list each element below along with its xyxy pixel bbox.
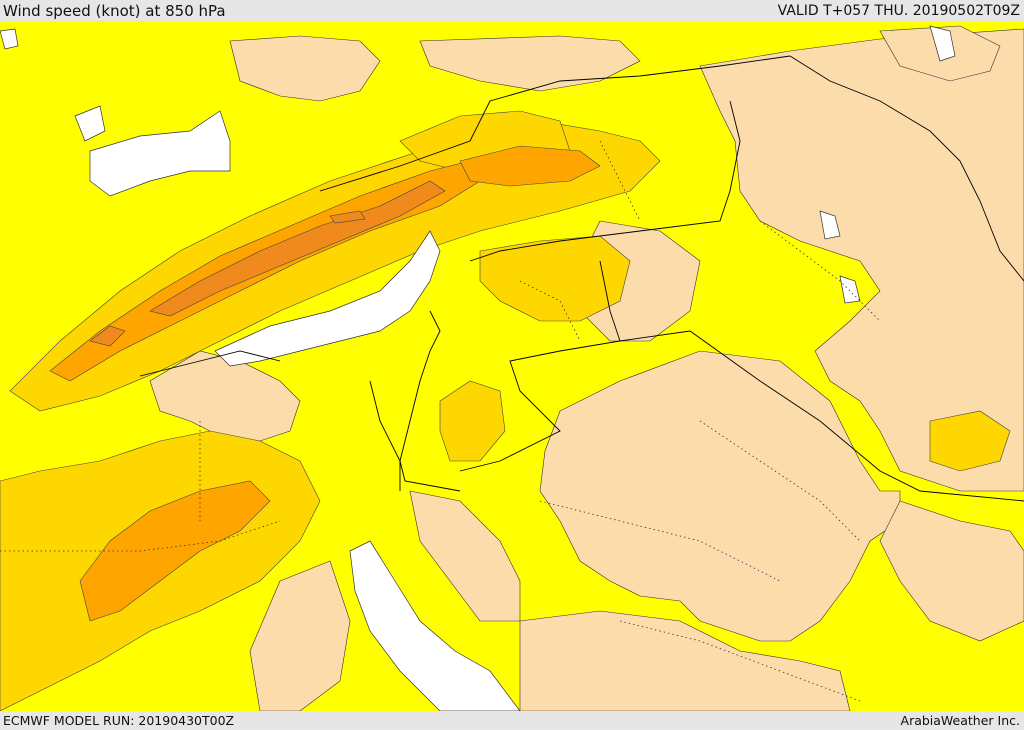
calm-sea: [0, 25, 956, 711]
map-title: Wind speed (knot) at 850 hPa: [3, 2, 226, 20]
map-footer: ECMWF MODEL RUN: 20190430T00Z ArabiaWeat…: [0, 711, 1024, 729]
valid-time: VALID T+057 THU. 20190502T09Z: [777, 3, 1020, 19]
model-run: ECMWF MODEL RUN: 20190430T00Z: [3, 713, 235, 728]
map-header: Wind speed (knot) at 850 hPa VALID T+057…: [0, 0, 1024, 21]
wind-top-cores: [89, 180, 446, 347]
map-canvas: [0, 21, 1024, 711]
calm-areas: [149, 25, 1024, 711]
wind-speed-map[interactable]: [0, 21, 1024, 711]
admin-boundaries: [0, 140, 881, 702]
credit: ArabiaWeather Inc.: [900, 713, 1020, 728]
country-borders: [139, 55, 1024, 502]
